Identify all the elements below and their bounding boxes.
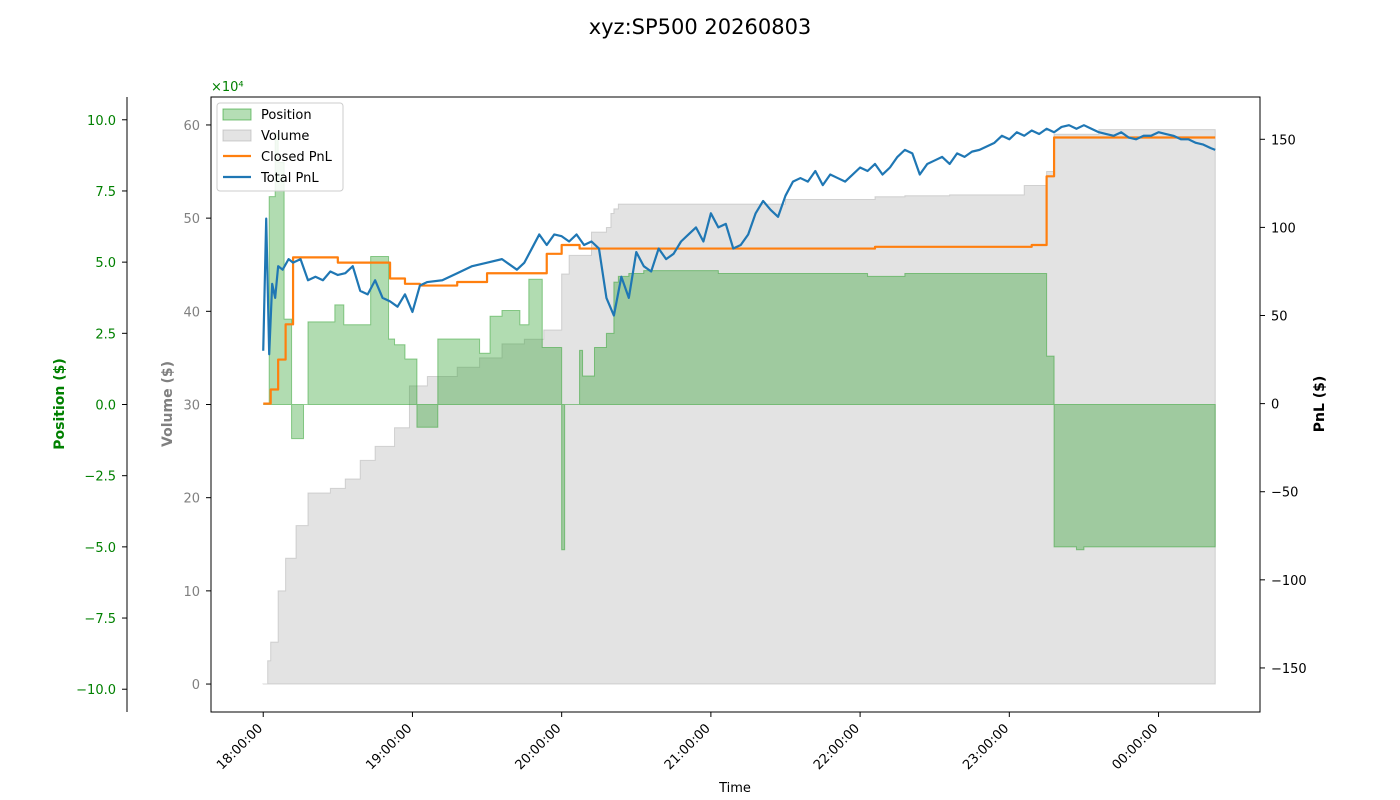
position-tick-label: 7.5 — [95, 185, 116, 200]
series-layer — [262, 124, 1216, 685]
series-volume-area — [262, 129, 1216, 685]
x-tick-label: 19:00:00 — [363, 721, 415, 773]
position-tick-label: −10.0 — [76, 683, 116, 698]
pnl-tick-label: −100 — [1271, 574, 1307, 589]
x-tick-label: 00:00:00 — [1109, 721, 1161, 773]
x-axis-label: Time — [718, 781, 751, 796]
volume-tick-label: 10 — [183, 585, 200, 600]
position-tick-label: 2.5 — [95, 327, 116, 342]
position-tick-label: 0.0 — [95, 399, 116, 414]
volume-axis: 0 10 20 30 40 50 60 — [183, 119, 211, 693]
pnl-axis: −150 −100 −50 0 50 100 150 — [1260, 133, 1307, 677]
x-tick-label: 18:00:00 — [214, 721, 266, 773]
legend-label-total-pnl: Total PnL — [260, 171, 319, 186]
position-tick-label: −2.5 — [84, 470, 116, 485]
x-axis: 18:00:00 19:00:00 20:00:00 21:00:00 22:00:00… — [214, 712, 1161, 773]
position-axis-label: Position ($) — [52, 358, 68, 450]
pnl-tick-label: 50 — [1271, 310, 1288, 325]
pnl-tick-label: 100 — [1271, 221, 1296, 236]
pnl-tick-label: 150 — [1271, 133, 1296, 148]
volume-tick-label: 20 — [183, 492, 200, 507]
x-tick-label: 22:00:00 — [811, 721, 863, 773]
volume-tick-label: 50 — [183, 212, 200, 227]
volume-tick-label: 60 — [183, 119, 200, 134]
position-tick-label: −7.5 — [84, 612, 116, 627]
x-tick-label: 23:00:00 — [960, 721, 1012, 773]
pnl-tick-label: −150 — [1271, 662, 1307, 677]
position-tick-label: 10.0 — [87, 114, 116, 129]
position-tick-label: 5.0 — [95, 256, 116, 271]
volume-tick-label: 30 — [183, 399, 200, 414]
volume-tick-label: 0 — [192, 678, 200, 693]
legend-swatch-volume — [222, 129, 252, 142]
legend: Position Volume Closed PnL Total PnL — [216, 102, 344, 192]
series-total-pnl-line — [262, 124, 1216, 356]
volume-tick-label: 40 — [183, 305, 200, 320]
pnl-axis-label: PnL ($) — [1312, 376, 1328, 433]
legend-label-position: Position — [261, 108, 312, 123]
volume-axis-label: Volume ($) — [160, 361, 176, 447]
pnl-tick-label: 0 — [1271, 398, 1279, 413]
legend-swatch-position — [222, 108, 252, 121]
position-tick-label: −5.0 — [84, 541, 116, 556]
plot-area — [262, 124, 1216, 685]
x-tick-label: 20:00:00 — [513, 721, 565, 773]
chart-title: xyz:SP500 20260803 — [589, 15, 812, 39]
legend-label-volume: Volume — [261, 129, 309, 144]
position-axis-multiplier: ×10⁴ — [211, 80, 244, 95]
legend-label-closed-pnl: Closed PnL — [261, 150, 333, 165]
series-position-area — [263, 133, 1216, 551]
x-tick-label: 21:00:00 — [662, 721, 714, 773]
legend-box — [216, 102, 344, 192]
series-closed-pnl-line — [263, 136, 1216, 405]
position-axis: −10.0 −7.5 −5.0 −2.5 0.0 2.5 5.0 7.5 10.0 — [76, 97, 128, 712]
pnl-tick-label: −50 — [1271, 486, 1298, 501]
